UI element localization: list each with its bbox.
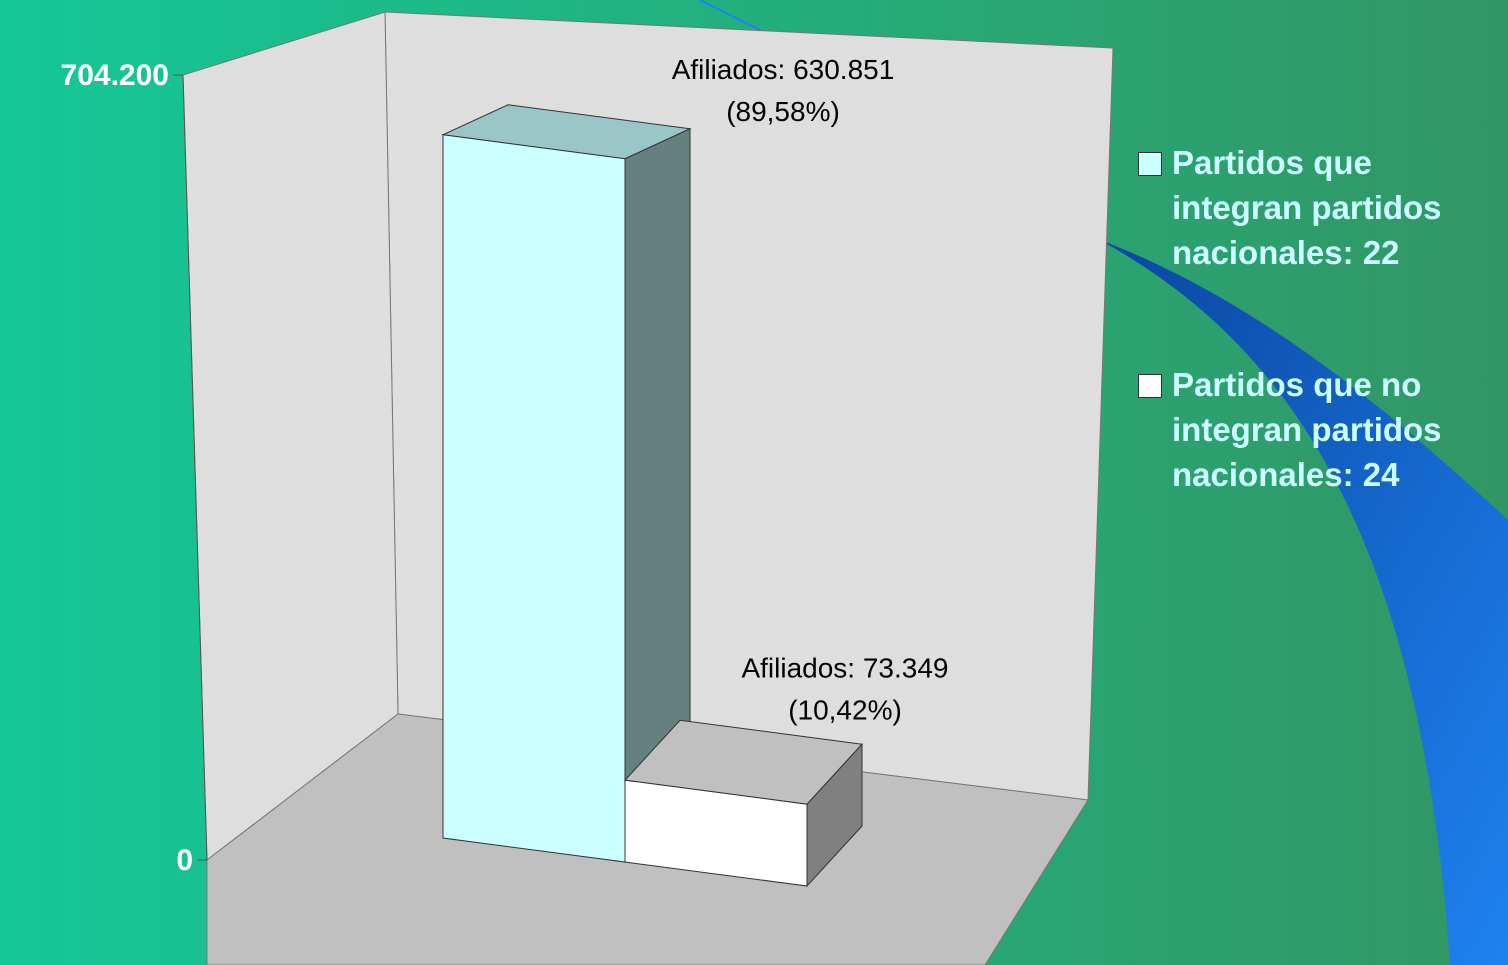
decor-swoosh (1100, 240, 1508, 965)
legend-swatch (1138, 374, 1162, 398)
y-tick-label: 0 (176, 844, 193, 877)
y-axis (182, 74, 208, 861)
legend-swatch (1138, 152, 1162, 176)
data-label: Afiliados: 630.851 (672, 54, 895, 85)
bar (624, 779, 808, 887)
side-wall (182, 11, 399, 861)
legend-label: Partidos que no integran partidos nacion… (1172, 366, 1442, 493)
decor-line (699, 0, 761, 31)
y-tick-label: 704.200 (61, 59, 169, 92)
data-label-share: (10,42%) (788, 695, 902, 726)
legend-label: Partidos que integran partidos nacionale… (1172, 144, 1442, 271)
legend-item: Partidos que no integran partidos nacion… (1138, 362, 1508, 497)
legend-item: Partidos que integran partidos nacionale… (1138, 140, 1508, 275)
data-label-share: (89,58%) (726, 96, 840, 127)
bar (442, 134, 626, 863)
data-label: Afiliados: 73.349 (741, 653, 948, 684)
